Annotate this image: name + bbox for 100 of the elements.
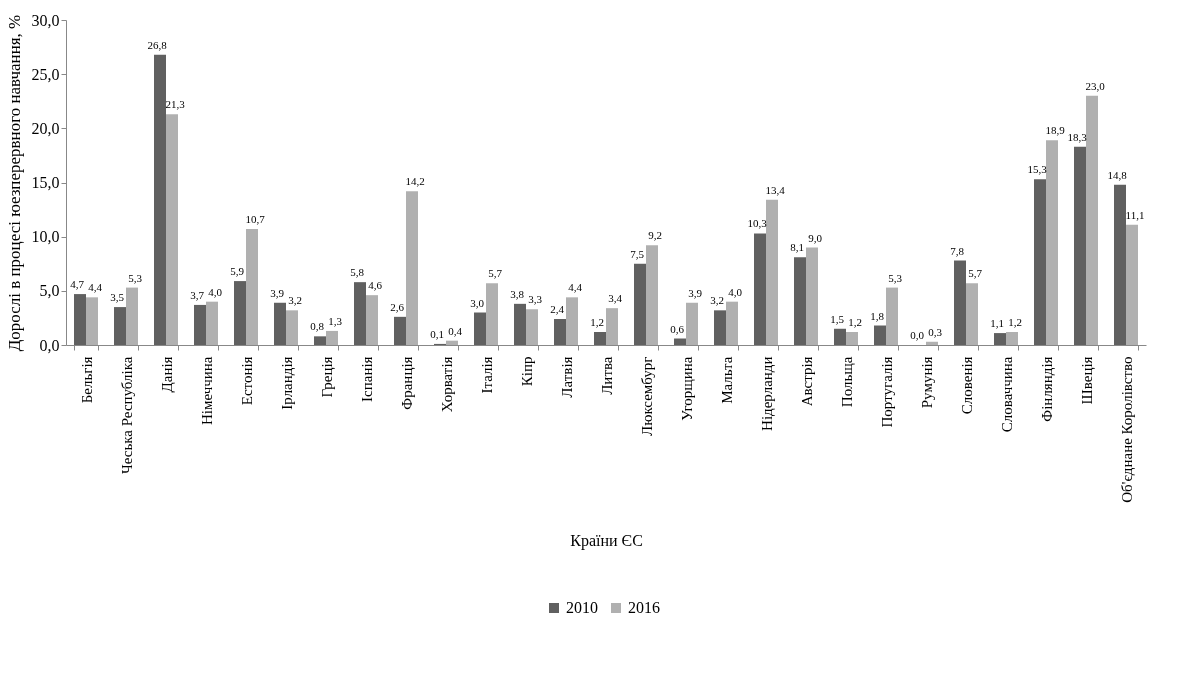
data-label: 3,9 <box>270 286 285 299</box>
x-tick-label: Нідерланди <box>758 356 775 431</box>
bar <box>514 303 526 345</box>
y-tick-label: 25,0 <box>31 65 60 83</box>
bar <box>286 310 298 345</box>
bar <box>766 199 778 345</box>
bar <box>994 333 1006 345</box>
data-label: 26,8 <box>147 38 168 51</box>
data-label: 15,3 <box>1027 163 1048 176</box>
bar <box>1006 332 1018 345</box>
data-label: 5,7 <box>968 267 983 280</box>
x-tick-label: Швеція <box>1078 356 1095 405</box>
data-label: 3,9 <box>688 286 703 299</box>
bar <box>406 191 418 345</box>
data-label: 10,3 <box>747 217 768 230</box>
data-label: 0,3 <box>928 325 943 338</box>
data-label: 3,0 <box>470 296 485 309</box>
bar <box>246 229 258 345</box>
data-label: 4,0 <box>208 285 223 298</box>
bar <box>686 302 698 345</box>
data-label: 5,8 <box>350 266 365 279</box>
data-label: 5,9 <box>230 265 245 278</box>
data-label: 3,2 <box>288 294 302 307</box>
bar <box>394 316 406 345</box>
x-tick-label: Австрія <box>798 356 815 407</box>
bar <box>794 257 806 345</box>
y-tick-label: 10,0 <box>31 228 60 246</box>
bar <box>674 338 686 345</box>
x-tick-label: Португалія <box>878 356 895 428</box>
bar <box>234 281 246 345</box>
bar <box>714 310 726 345</box>
x-tick-label: Хорватія <box>438 356 455 413</box>
bar <box>1074 146 1086 345</box>
x-tick-label: Данія <box>158 356 175 393</box>
x-tick-label: Румунія <box>918 356 935 409</box>
x-tick-label: Ірландія <box>278 356 295 410</box>
legend-label: 2010 <box>566 599 598 616</box>
x-tick-label: Угорщина <box>678 356 695 421</box>
data-label: 3,7 <box>190 288 205 301</box>
y-tick-label: 0,0 <box>39 336 60 354</box>
bar <box>1046 140 1058 345</box>
x-tick-label: Італія <box>478 356 495 394</box>
bar <box>606 308 618 345</box>
y-axis-title: Дорослі в процесі юезперервного навчання, % <box>4 14 24 352</box>
data-label: 0,8 <box>310 320 325 333</box>
y-tick-label: 5,0 <box>39 282 60 300</box>
data-label: 3,8 <box>510 287 525 300</box>
bar <box>326 330 338 345</box>
x-tick-label: Люксембург <box>638 356 655 436</box>
bar <box>754 233 766 345</box>
bar <box>74 294 86 345</box>
y-tick-label: 15,0 <box>31 174 60 191</box>
bar <box>314 336 326 345</box>
bar <box>834 328 846 345</box>
data-label: 4,6 <box>368 279 383 292</box>
x-tick-label: Франція <box>398 356 415 410</box>
x-tick-label: Польща <box>838 356 855 408</box>
data-label: 4,4 <box>568 281 583 294</box>
bar <box>154 54 166 345</box>
data-label: 21,3 <box>165 98 186 111</box>
bar <box>274 302 286 345</box>
data-label: 18,9 <box>1045 124 1066 137</box>
y-tick-label: 30,0 <box>31 11 60 29</box>
bar <box>874 325 886 345</box>
x-tick-label: Чеська Республіка <box>118 356 135 475</box>
data-label: 1,5 <box>830 312 845 325</box>
data-label: 5,3 <box>128 271 143 284</box>
data-label: 18,3 <box>1067 130 1088 143</box>
data-label: 8,1 <box>790 241 804 254</box>
x-tick-label: Латвія <box>558 356 575 398</box>
bar <box>846 332 858 345</box>
data-label: 3,4 <box>608 292 623 305</box>
data-label: 14,8 <box>1107 168 1128 181</box>
bar <box>114 307 126 345</box>
data-label: 11,1 <box>1125 208 1145 221</box>
x-tick-label: Греція <box>318 356 335 398</box>
data-label: 14,2 <box>405 175 425 188</box>
data-label: 1,3 <box>328 314 343 327</box>
data-label: 3,3 <box>528 293 543 306</box>
data-label: 4,0 <box>728 285 743 298</box>
x-tick-label: Іспанія <box>358 356 375 402</box>
bar <box>354 282 366 345</box>
data-label: 4,4 <box>88 281 103 294</box>
x-tick-label: Литва <box>598 356 615 395</box>
bar <box>166 114 178 345</box>
data-label: 0,6 <box>670 322 685 335</box>
bar <box>566 297 578 345</box>
x-axis-title: Країни ЄС <box>570 531 643 550</box>
bar <box>726 301 738 345</box>
data-label: 5,7 <box>488 267 503 280</box>
x-tick-label: Об'єднане Королівство <box>1118 356 1135 503</box>
bar <box>194 304 206 345</box>
bar <box>1034 179 1046 345</box>
data-label: 7,8 <box>950 244 965 257</box>
data-label: 1,1 <box>990 317 1004 330</box>
data-label: 10,7 <box>245 213 266 226</box>
x-tick-label: Естонія <box>238 356 255 406</box>
data-label: 7,5 <box>630 247 645 260</box>
x-tick-label: Кіпр <box>518 356 535 387</box>
data-label: 0,1 <box>430 327 444 340</box>
